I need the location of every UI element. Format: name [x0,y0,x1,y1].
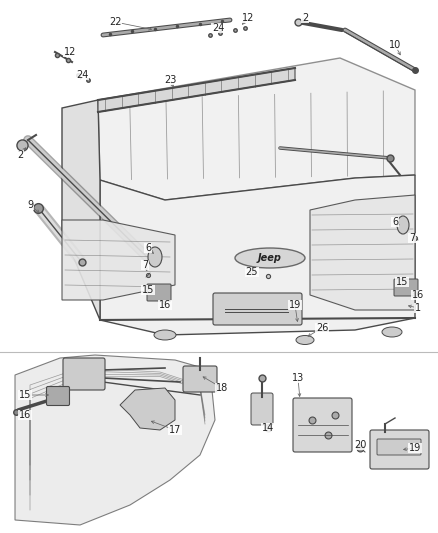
Text: 20: 20 [354,440,366,450]
Text: 24: 24 [76,70,88,80]
Text: 16: 16 [19,410,31,420]
Text: 16: 16 [412,290,424,300]
Polygon shape [120,388,175,430]
Text: Jeep: Jeep [258,253,282,263]
FancyBboxPatch shape [251,393,273,425]
FancyBboxPatch shape [46,386,70,406]
Text: 22: 22 [109,17,121,27]
Polygon shape [98,68,295,112]
Text: 15: 15 [142,285,154,295]
Text: 13: 13 [292,373,304,383]
Ellipse shape [148,247,162,267]
Polygon shape [62,220,175,300]
Polygon shape [15,355,215,525]
Text: 14: 14 [262,423,274,433]
FancyBboxPatch shape [370,430,429,469]
Text: 15: 15 [396,277,408,287]
Polygon shape [62,100,100,320]
Text: 24: 24 [212,23,224,33]
Ellipse shape [397,216,409,234]
Text: 12: 12 [242,13,254,23]
Text: 23: 23 [164,75,176,85]
Ellipse shape [235,248,305,268]
FancyBboxPatch shape [377,439,421,455]
FancyBboxPatch shape [394,279,418,296]
Text: 12: 12 [64,47,76,57]
Text: 19: 19 [409,443,421,453]
Text: 18: 18 [216,383,228,393]
Text: 6: 6 [145,243,151,253]
FancyBboxPatch shape [147,284,171,301]
Text: 16: 16 [159,300,171,310]
Text: 26: 26 [316,323,328,333]
Text: 7: 7 [142,260,148,270]
Ellipse shape [154,330,176,340]
Text: 2: 2 [17,150,23,160]
Text: 15: 15 [19,390,31,400]
FancyBboxPatch shape [183,366,217,392]
Ellipse shape [382,327,402,337]
Text: 25: 25 [246,267,258,277]
Polygon shape [98,58,415,200]
Text: 2: 2 [302,13,308,23]
Text: 9: 9 [27,200,33,210]
FancyBboxPatch shape [213,293,302,325]
FancyBboxPatch shape [293,398,352,452]
Text: 7: 7 [409,233,415,243]
Text: 10: 10 [389,40,401,50]
Text: 17: 17 [169,425,181,435]
Polygon shape [100,175,415,335]
Polygon shape [310,195,415,310]
Ellipse shape [296,335,314,344]
FancyBboxPatch shape [63,358,105,390]
Text: 19: 19 [289,300,301,310]
Text: 6: 6 [392,217,398,227]
Text: 1: 1 [415,303,421,313]
